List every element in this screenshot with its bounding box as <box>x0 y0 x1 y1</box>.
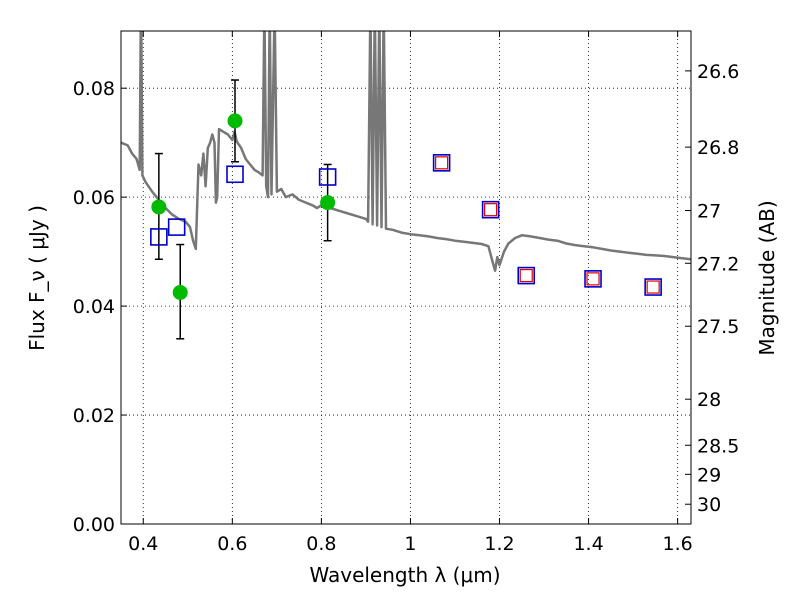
observed-square-marker <box>435 156 449 170</box>
axis-ticks: 0.4 0.6 0.8 1 1.2 1.4 1.6 0.00 0.02 0.04 0.06 0.08 2… <box>73 31 739 555</box>
right-tick-label: 27.5 <box>697 316 739 338</box>
observed-point-marker <box>227 113 243 129</box>
x-axis-title: Wavelength λ (μm) <box>309 563 500 587</box>
y-tick-label: 0.04 <box>73 296 115 318</box>
right-tick-label: 28 <box>697 389 721 411</box>
model-square-marker <box>150 228 168 246</box>
x-tick-label: 0.6 <box>217 533 247 555</box>
right-tick-label: 27 <box>697 201 721 223</box>
model-square-marker <box>318 168 337 186</box>
model-square-marker <box>167 218 186 236</box>
right-tick-label: 27.2 <box>697 253 739 275</box>
x-tick-label: 0.4 <box>128 533 158 555</box>
right-tick-label: 26.6 <box>697 61 739 83</box>
x-tick-label: 1.6 <box>663 533 693 555</box>
grid-lines <box>121 31 691 524</box>
model-square-marker <box>644 278 662 296</box>
y-tick-label: 0.02 <box>73 405 115 427</box>
y-tick-label: 0.08 <box>73 78 115 100</box>
model-square-marker <box>517 266 536 285</box>
model-square-marker <box>481 200 500 219</box>
right-tick-label: 26.8 <box>697 137 739 159</box>
observed-square-marker <box>586 272 600 286</box>
model-square-marker <box>226 165 244 184</box>
y-tick-label: 0.00 <box>73 514 115 536</box>
plot-frame <box>120 30 692 525</box>
y-tick-label: 0.06 <box>73 187 115 209</box>
observed-square-marker <box>484 203 498 217</box>
observed-square-marker <box>646 280 660 294</box>
x-tick-label: 1.4 <box>573 533 603 555</box>
observed-point-marker <box>320 195 336 211</box>
plot-area <box>121 31 691 340</box>
y-right-axis-title: Magnitude (AB) <box>755 200 779 355</box>
x-tick-label: 1.2 <box>484 533 514 555</box>
observed-point-marker <box>151 199 167 215</box>
right-tick-label: 30 <box>697 494 721 516</box>
x-tick-label: 1 <box>404 533 416 555</box>
observed-square-marker <box>519 268 533 283</box>
model-square-marker <box>584 270 602 288</box>
right-tick-label: 28.5 <box>697 435 739 457</box>
right-tick-label: 29 <box>697 464 721 486</box>
y-axis-title: Flux F_ν ( μJy ) <box>25 205 49 351</box>
observed-point-marker <box>172 284 188 300</box>
x-tick-label: 0.8 <box>306 533 336 555</box>
model-square-marker <box>432 154 451 172</box>
